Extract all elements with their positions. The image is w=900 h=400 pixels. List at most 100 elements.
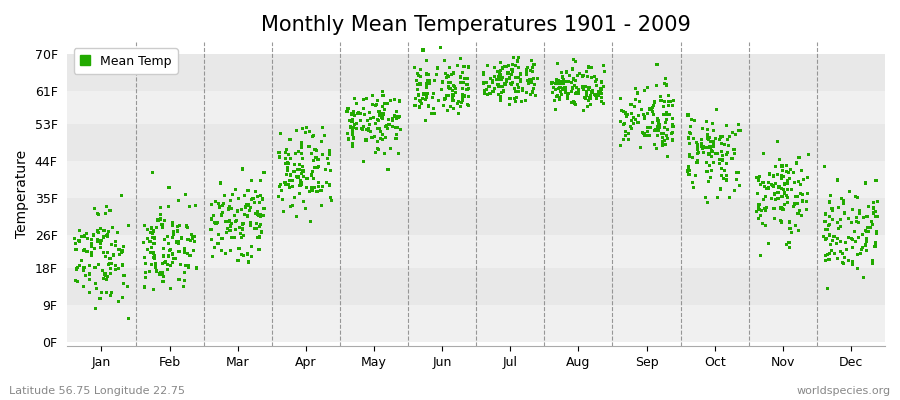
Point [322, 181, 337, 188]
Point [477, 88, 491, 94]
Bar [68, 54, 885, 92]
Point [446, 105, 461, 112]
Point [112, 265, 126, 272]
Point [850, 252, 865, 258]
Point [685, 180, 699, 186]
Point [235, 234, 249, 241]
Point [419, 95, 434, 101]
Point [87, 205, 102, 212]
Point [437, 57, 452, 64]
Point [656, 142, 670, 148]
Point [388, 124, 402, 131]
Point [391, 124, 405, 130]
Point [305, 169, 320, 175]
Point [304, 150, 319, 157]
Point [350, 110, 365, 117]
Point [651, 132, 665, 138]
Point [172, 276, 186, 283]
Point [165, 251, 179, 257]
Point [156, 224, 170, 231]
Point [411, 72, 426, 78]
Point [364, 116, 378, 122]
Point [462, 102, 476, 108]
Point [419, 84, 434, 90]
Point [182, 204, 196, 210]
Point [570, 90, 584, 96]
Point [700, 135, 715, 141]
Point [790, 200, 805, 207]
Point [850, 194, 864, 201]
Point [752, 206, 767, 212]
Point [280, 165, 294, 171]
Point [344, 124, 358, 130]
Point [485, 88, 500, 94]
Point [528, 92, 543, 99]
Point [88, 280, 103, 286]
Point [824, 205, 839, 212]
Point [88, 305, 103, 312]
Point [491, 83, 506, 90]
Point [228, 234, 242, 241]
Point [482, 90, 497, 96]
Point [454, 104, 468, 110]
Point [525, 89, 539, 95]
Point [569, 90, 583, 97]
Point [96, 276, 111, 282]
Point [645, 104, 660, 111]
Point [751, 190, 765, 196]
Point [508, 98, 522, 105]
Point [163, 285, 177, 291]
Point [565, 86, 580, 92]
Point [505, 71, 519, 78]
Point [98, 254, 112, 260]
Point [842, 257, 856, 264]
Point [561, 78, 575, 84]
Point [823, 232, 837, 238]
Point [656, 131, 670, 137]
Point [95, 268, 110, 274]
Point [598, 68, 612, 74]
Point [700, 199, 715, 206]
Point [228, 186, 242, 193]
Point [455, 94, 470, 100]
Point [239, 202, 254, 208]
Point [252, 223, 266, 230]
Point [559, 79, 573, 85]
Point [353, 110, 367, 116]
Point [554, 88, 568, 94]
Point [171, 240, 185, 247]
Point [273, 183, 287, 190]
Point [90, 228, 104, 234]
Point [572, 87, 586, 93]
Point [706, 159, 721, 166]
Point [435, 79, 449, 85]
Point [595, 79, 609, 85]
Point [455, 69, 470, 75]
Point [480, 79, 494, 85]
Point [116, 262, 130, 268]
Point [445, 94, 459, 101]
Point [629, 116, 643, 123]
Point [782, 219, 796, 225]
Point [449, 90, 464, 96]
Point [185, 235, 200, 241]
Point [575, 85, 590, 91]
Point [686, 185, 700, 191]
Point [477, 90, 491, 97]
Point [170, 228, 184, 234]
Point [212, 204, 227, 210]
Point [697, 143, 711, 150]
Point [296, 168, 310, 174]
Point [77, 233, 92, 239]
Point [778, 201, 792, 207]
Point [510, 82, 525, 88]
Point [588, 92, 602, 98]
Point [500, 70, 515, 76]
Point [659, 133, 673, 139]
Point [412, 104, 427, 110]
Point [143, 230, 157, 236]
Point [298, 205, 312, 212]
Point [393, 126, 408, 133]
Point [713, 156, 727, 162]
Point [285, 202, 300, 209]
